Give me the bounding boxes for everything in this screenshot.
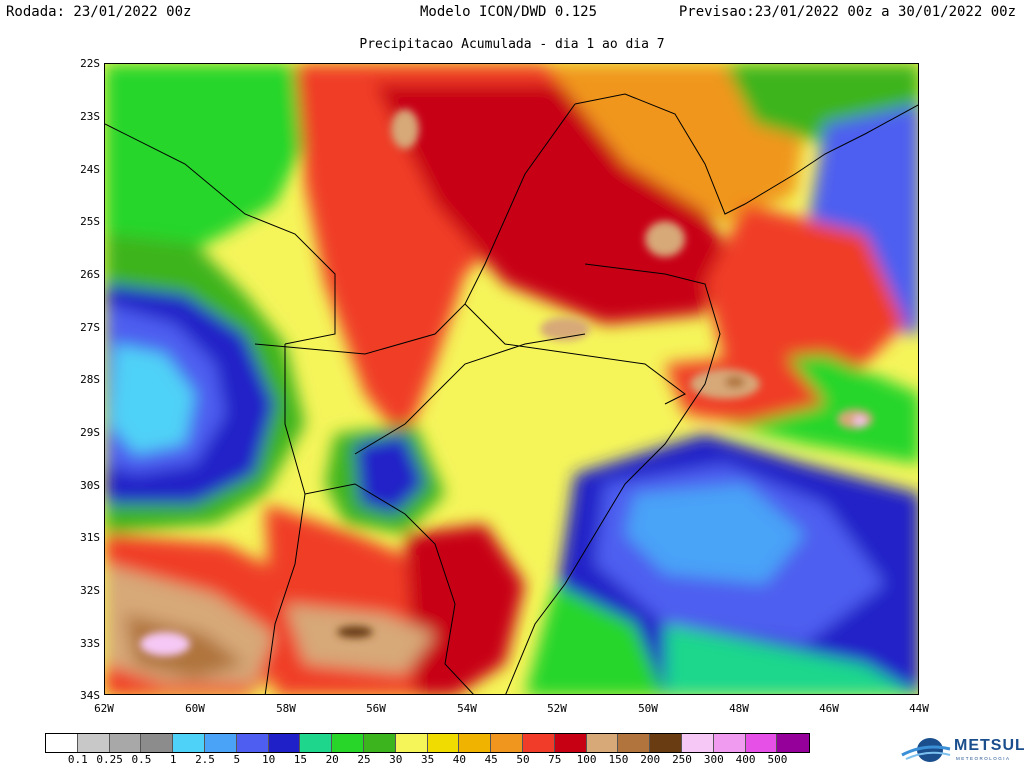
lon-label: 52W: [547, 702, 567, 715]
colorbar-swatch: [363, 734, 396, 752]
colorbar-label: 400: [735, 753, 756, 766]
lon-label: 44W: [909, 702, 929, 715]
colorbar-swatch: [109, 734, 142, 752]
colorbar-label: 75: [548, 753, 562, 766]
lon-label: 62W: [94, 702, 114, 715]
colorbar-label: 300: [703, 753, 724, 766]
lat-label: 30S: [80, 479, 100, 492]
colorbar-label: 20: [325, 753, 339, 766]
colorbar-label: 0.5: [131, 753, 152, 766]
lat-label: 28S: [80, 373, 100, 386]
colorbar-swatch: [618, 734, 651, 752]
colorbar-label: 5: [233, 753, 241, 766]
colorbar-label: 1: [169, 753, 177, 766]
colorbar-swatch: [173, 734, 205, 752]
colorbar-swatch: [204, 734, 237, 752]
colorbar-swatch: [713, 734, 746, 752]
lon-label: 56W: [366, 702, 386, 715]
colorbar-swatch: [141, 734, 174, 752]
run-label: Rodada: 23/01/2022 00z: [6, 4, 192, 20]
colorbar-label: 2.5: [195, 753, 215, 766]
colorbar-label: 40: [452, 753, 467, 766]
colorbar-swatch: [268, 734, 301, 752]
colorbar-swatch: [77, 734, 110, 752]
colorbar-label: 35: [420, 753, 435, 766]
colorbar-label: 30: [389, 753, 403, 766]
colorbar-label: 0.1: [67, 753, 88, 766]
lon-label: 58W: [276, 702, 296, 715]
logo-name: METSUL: [954, 737, 1024, 754]
logo-tagline: METEOROLOGIA: [956, 756, 1011, 761]
colorbar-swatch: [522, 734, 555, 752]
colorbar-swatch: [491, 734, 523, 752]
colorbar-swatch: [300, 734, 333, 752]
precipitation-field: [105, 64, 918, 694]
colorbar-swatch: [554, 734, 587, 752]
lat-label: 22S: [80, 57, 100, 70]
colorbar-label: 15: [293, 753, 308, 766]
lat-label: 26S: [80, 268, 100, 281]
colorbar-swatch: [777, 734, 810, 752]
lat-label: 32S: [80, 584, 100, 597]
lat-label: 31S: [80, 531, 100, 544]
lat-label: 29S: [80, 426, 100, 439]
colorbar-label: 100: [576, 753, 597, 766]
lon-label: 54W: [457, 702, 477, 715]
colorbar-label: 0.25: [96, 753, 123, 766]
colorbar-swatch: [427, 734, 460, 752]
colorbar-swatch: [586, 734, 619, 752]
colorbar-label: 45: [484, 753, 498, 766]
colorbar-swatch: [236, 734, 269, 752]
colorbar-label: 25: [357, 753, 371, 766]
model-label: Modelo ICON/DWD 0.125: [420, 4, 598, 20]
lat-label: 27S: [80, 321, 100, 334]
lon-label: 50W: [638, 702, 658, 715]
colorbar-label: 200: [640, 753, 661, 766]
colorbar-swatch: [459, 734, 492, 752]
colorbar-label: 250: [672, 753, 692, 766]
precipitation-map: [104, 63, 919, 695]
lat-label: 33S: [80, 637, 100, 650]
lon-label: 46W: [819, 702, 839, 715]
lat-label: 23S: [80, 110, 100, 123]
lon-label: 60W: [185, 702, 205, 715]
colorbar-label: 50: [516, 753, 530, 766]
colorbar-swatch: [332, 734, 364, 752]
lon-label: 48W: [729, 702, 749, 715]
colorbar-swatch: [650, 734, 682, 752]
precipitation-colorbar: [45, 733, 811, 753]
globe-icon: [901, 738, 951, 762]
colorbar-swatch: [395, 734, 428, 752]
metsul-logo: METSUL METEOROLOGIA: [900, 735, 1024, 765]
forecast-period-label: Previsao:23/01/2022 00z a 30/01/2022 00z: [678, 4, 1016, 20]
colorbar-swatch: [745, 734, 778, 752]
lat-label: 34S: [80, 689, 100, 702]
colorbar-swatch: [46, 734, 78, 752]
colorbar-label: 500: [767, 753, 788, 766]
colorbar-swatch: [681, 734, 714, 752]
colorbar-label: 150: [608, 753, 629, 766]
lat-label: 25S: [80, 215, 100, 228]
map-subtitle: Precipitacao Acumulada - dia 1 ao dia 7: [359, 37, 665, 52]
colorbar-label: 10: [261, 753, 276, 766]
lat-label: 24S: [80, 163, 100, 176]
